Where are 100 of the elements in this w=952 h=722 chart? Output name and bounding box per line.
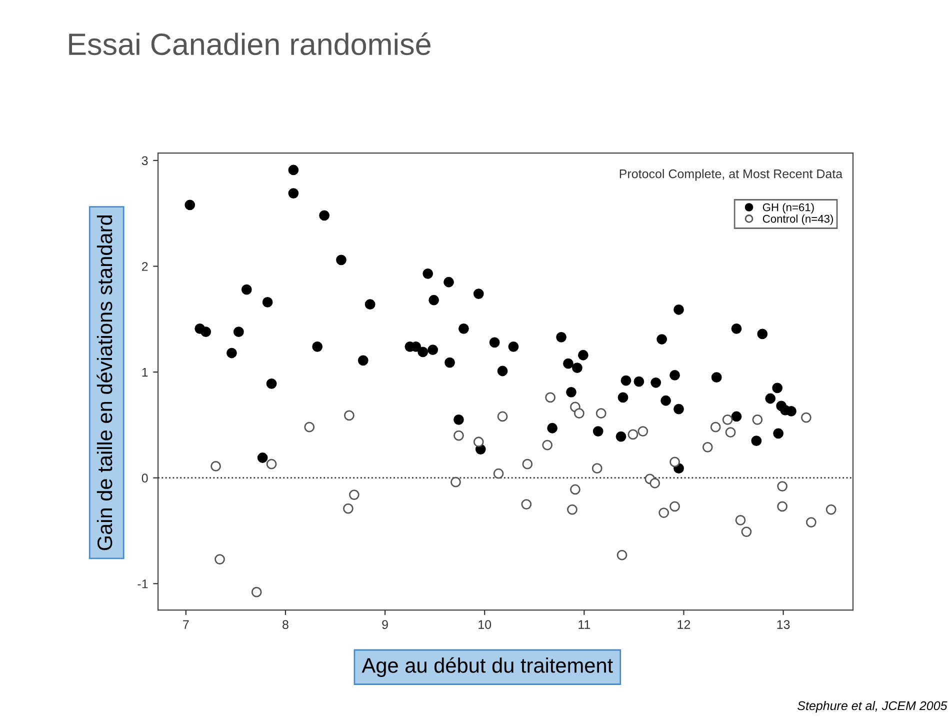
point	[428, 294, 440, 306]
text: Protocol Complete, at Most Recent Data	[620, 169, 843, 181]
point	[650, 478, 660, 488]
point	[348, 490, 360, 500]
point	[566, 386, 576, 398]
point	[616, 550, 628, 560]
point	[288, 164, 299, 176]
point	[722, 414, 733, 425]
point	[801, 412, 812, 423]
point	[522, 458, 533, 470]
point	[702, 442, 713, 452]
point	[638, 426, 648, 436]
point	[343, 503, 354, 514]
point	[658, 508, 670, 518]
point	[660, 395, 672, 406]
point	[444, 276, 454, 288]
point	[674, 404, 684, 414]
point	[545, 392, 556, 403]
point	[233, 326, 244, 338]
point	[200, 326, 212, 338]
point	[547, 422, 558, 434]
point	[725, 427, 736, 438]
point	[806, 517, 816, 528]
point	[670, 370, 680, 380]
point	[765, 393, 776, 404]
point	[711, 372, 722, 383]
point	[757, 328, 768, 340]
point	[563, 358, 574, 369]
point	[358, 355, 368, 366]
point	[542, 440, 553, 450]
point	[618, 392, 628, 403]
point	[226, 348, 237, 358]
legend-label: Control (n=43)	[762, 214, 833, 225]
point	[473, 436, 484, 448]
point	[210, 461, 221, 472]
point	[336, 254, 346, 266]
point	[428, 344, 438, 356]
point	[620, 375, 632, 386]
point	[570, 484, 580, 495]
point	[418, 346, 428, 358]
point	[312, 341, 323, 352]
y-tick-label: 1	[142, 368, 148, 377]
point	[751, 436, 762, 446]
point	[650, 377, 662, 388]
point	[826, 504, 836, 515]
point	[578, 350, 588, 360]
point	[454, 430, 464, 441]
point	[574, 408, 584, 419]
point	[592, 426, 604, 436]
point	[497, 411, 508, 422]
point	[493, 468, 504, 479]
point	[710, 422, 721, 432]
point	[364, 299, 376, 310]
point	[521, 499, 532, 510]
x-tick-label: 11	[578, 620, 590, 629]
point	[288, 188, 299, 198]
point	[214, 554, 225, 565]
point	[458, 323, 469, 334]
x-tick-label: 13	[777, 620, 790, 629]
point	[773, 428, 784, 439]
point	[628, 429, 638, 440]
point	[777, 501, 788, 512]
point	[786, 406, 796, 416]
point	[508, 341, 519, 352]
point	[422, 268, 434, 279]
point	[184, 200, 196, 210]
y-tick-label: 2	[142, 262, 148, 271]
point	[777, 481, 788, 492]
point	[444, 357, 455, 368]
point	[266, 378, 277, 389]
point	[572, 362, 582, 374]
point	[592, 463, 602, 474]
point	[772, 382, 783, 394]
point	[656, 334, 668, 344]
point	[251, 586, 262, 598]
y-axis-title: Gain de taille en déviations standard	[96, 215, 112, 550]
point	[319, 210, 330, 221]
point	[454, 414, 464, 425]
y-tick-label: -1	[138, 580, 148, 588]
text: Stephure et al, JCEM 2005	[798, 700, 948, 713]
point	[344, 410, 354, 421]
point	[450, 476, 461, 488]
point	[497, 366, 508, 376]
point	[266, 458, 277, 470]
point	[489, 337, 500, 348]
point	[674, 304, 684, 315]
x-tick-label: 10	[478, 620, 492, 629]
point	[731, 323, 742, 334]
legend-label: GH (n=61)	[762, 203, 814, 214]
x-tick-label: 12	[678, 620, 690, 629]
point	[752, 414, 763, 425]
chart-title: Essai Canadien randomisé	[69, 32, 430, 56]
point	[634, 376, 644, 387]
x-tick-label: 7	[183, 620, 189, 629]
point	[670, 501, 680, 512]
y-tick-label: 3	[142, 156, 148, 166]
point	[241, 284, 252, 295]
x-tick-label: 8	[282, 620, 288, 629]
y-tick-label: 0	[142, 474, 148, 482]
point	[304, 422, 315, 432]
